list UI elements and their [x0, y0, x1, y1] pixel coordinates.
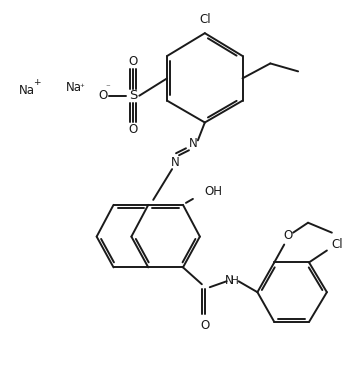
Text: +: +	[33, 78, 41, 87]
Text: ⁻: ⁻	[105, 83, 110, 92]
Text: O: O	[129, 123, 138, 136]
Text: O: O	[129, 55, 138, 69]
Text: Na: Na	[19, 84, 35, 97]
Text: Cl: Cl	[331, 238, 343, 251]
Text: N: N	[225, 274, 234, 287]
Text: O: O	[284, 229, 293, 242]
Text: O: O	[98, 89, 107, 102]
Text: OH: OH	[205, 186, 223, 198]
Text: Na: Na	[66, 81, 82, 94]
Text: ⁺: ⁺	[79, 83, 84, 92]
Text: H: H	[231, 276, 238, 286]
Text: S: S	[129, 89, 138, 102]
Text: O: O	[200, 319, 209, 332]
Text: N: N	[171, 156, 179, 169]
Text: Cl: Cl	[199, 13, 211, 26]
Text: N: N	[189, 137, 197, 150]
